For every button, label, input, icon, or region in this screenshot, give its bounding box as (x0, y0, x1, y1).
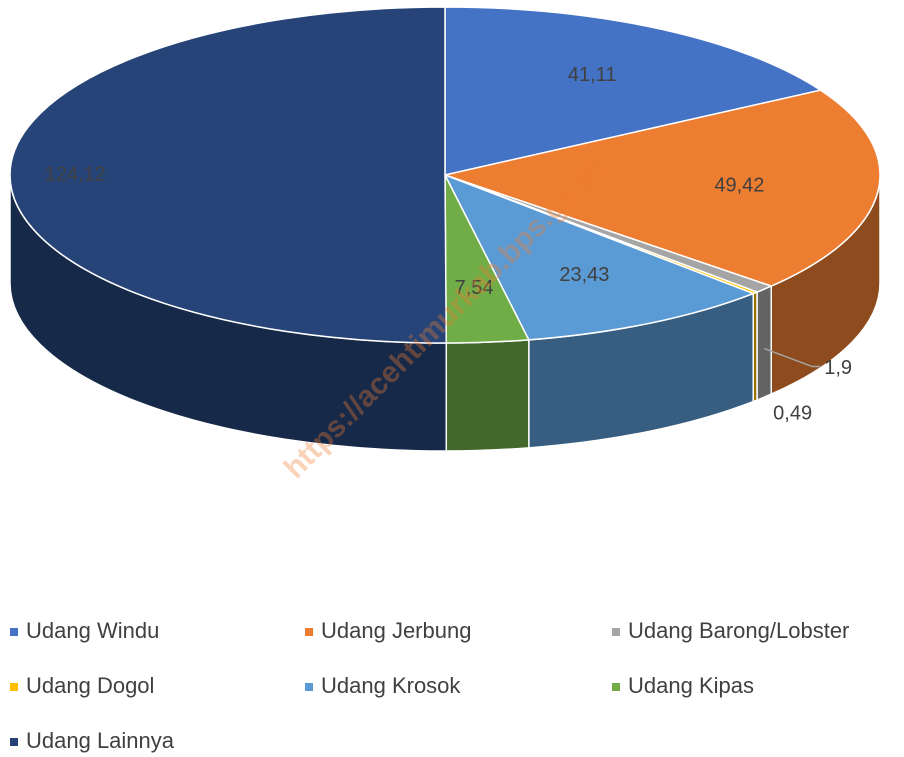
legend-label: Udang Kipas (628, 673, 754, 698)
data-label: 41,11 (568, 64, 617, 86)
data-label: 7,54 (455, 277, 494, 299)
legend-label: Udang Lainnya (26, 728, 175, 753)
data-label: 49,42 (714, 174, 764, 196)
legend-swatch (305, 628, 313, 636)
legend-swatch (10, 738, 18, 746)
legend-swatch (612, 628, 620, 636)
slice (442, 89, 881, 287)
legend-label: Udang Dogol (26, 673, 154, 698)
legend-label: Udang Windu (26, 618, 159, 643)
legend-swatch (612, 683, 620, 691)
legend-swatch (10, 628, 18, 636)
legend-swatch (305, 683, 313, 691)
leader-line (763, 347, 821, 368)
legend-swatch (10, 683, 18, 691)
data-label: 124,12 (45, 163, 106, 185)
slice-side (445, 339, 530, 452)
slice (443, 173, 756, 341)
legend-label: Udang Jerbung (321, 618, 471, 643)
legend-label: Udang Barong/Lobster (628, 618, 849, 643)
slice (9, 6, 448, 344)
data-label: 0,49 (773, 402, 812, 424)
slice (444, 6, 823, 176)
legend-label: Udang Krosok (321, 673, 461, 698)
data-label: 1,9 (824, 357, 852, 379)
slice-side (756, 284, 773, 402)
data-label: 23,43 (559, 264, 609, 286)
